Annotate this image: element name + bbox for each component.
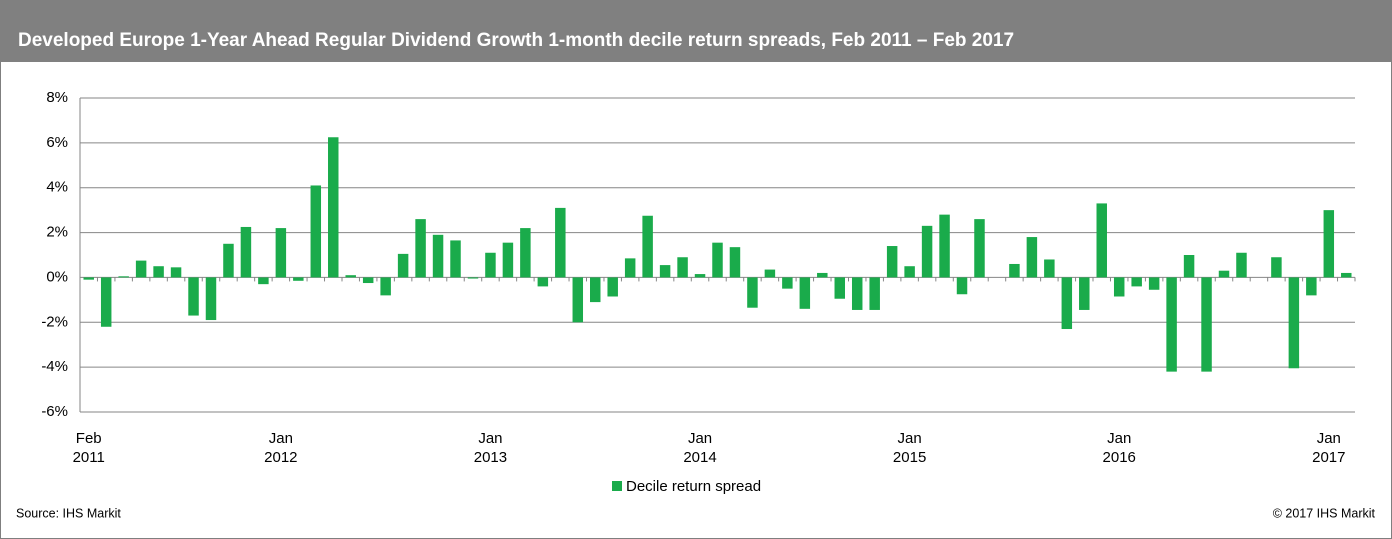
- bar: [1183, 255, 1195, 278]
- bar: [904, 266, 915, 278]
- bar: [1061, 277, 1073, 330]
- bar: [974, 219, 985, 278]
- bar: [1148, 277, 1160, 290]
- bar: [223, 243, 234, 278]
- legend-swatch: [612, 481, 622, 491]
- x-tick-label: Jan 2015: [893, 430, 926, 466]
- bar: [135, 260, 147, 278]
- bar: [100, 277, 112, 327]
- bar: [939, 214, 950, 278]
- bar: [782, 277, 793, 289]
- bar: [694, 274, 706, 278]
- bar: [1044, 259, 1055, 278]
- bar: [170, 267, 182, 278]
- y-tick-label: 0%: [46, 268, 68, 285]
- bar: [590, 277, 601, 303]
- bar: [677, 257, 688, 278]
- bar: [415, 219, 426, 278]
- bar: [1096, 203, 1107, 278]
- bar: [1271, 257, 1282, 278]
- bar: [310, 185, 322, 278]
- bar: [1113, 277, 1125, 297]
- bar: [502, 242, 514, 278]
- bar: [869, 277, 880, 310]
- bar: [1201, 277, 1212, 372]
- bar: [1306, 277, 1317, 296]
- x-tick-label: Jan 2016: [1103, 430, 1136, 466]
- bar: [467, 277, 479, 279]
- bar: [1166, 277, 1177, 372]
- bar: [712, 242, 723, 278]
- bar: [1323, 210, 1335, 278]
- bar: [275, 228, 287, 278]
- bar: [520, 228, 531, 278]
- x-tick-label: Feb 2011: [73, 430, 105, 466]
- bar: [817, 272, 828, 278]
- bar: [956, 277, 968, 295]
- bar: [380, 277, 391, 296]
- x-tick-label: Jan 2014: [683, 430, 716, 466]
- y-tick-label: -4%: [41, 358, 68, 375]
- bar: [153, 266, 164, 278]
- bar: [1026, 237, 1038, 278]
- bar: [293, 277, 304, 281]
- bar: [258, 277, 269, 285]
- bar: [1341, 272, 1352, 278]
- bar: [834, 277, 845, 299]
- x-tick-label: Jan 2013: [474, 430, 507, 466]
- bar: [83, 277, 94, 280]
- bar: [572, 277, 584, 323]
- bar: [851, 277, 863, 310]
- header: [0, 0, 1392, 62]
- x-tick-label: Jan 2017: [1312, 430, 1345, 466]
- x-tick-label: Jan 2012: [264, 430, 297, 466]
- bar: [607, 277, 618, 297]
- bar: [764, 269, 776, 278]
- legend-label: Decile return spread: [626, 478, 761, 495]
- bar: [188, 277, 199, 316]
- bar: [555, 207, 566, 278]
- bar: [345, 275, 356, 278]
- bar: [450, 240, 461, 278]
- y-tick-label: 2%: [46, 224, 68, 241]
- bar: [240, 226, 252, 278]
- bar: [1218, 270, 1230, 278]
- bar: [747, 277, 758, 308]
- bar: [1288, 277, 1300, 369]
- bar: [799, 277, 811, 309]
- y-tick-label: 6%: [46, 134, 68, 151]
- bar: [328, 137, 339, 278]
- bar: [118, 276, 129, 278]
- bar: [432, 234, 444, 278]
- y-tick-label: 4%: [46, 179, 68, 196]
- bar: [397, 253, 409, 278]
- y-tick-label: -2%: [41, 313, 68, 330]
- chart-title: Developed Europe 1-Year Ahead Regular Di…: [18, 30, 1014, 51]
- bar: [537, 277, 549, 287]
- bar: [886, 246, 898, 278]
- bar: [624, 258, 636, 278]
- bar: [642, 215, 653, 278]
- bar: [921, 225, 933, 278]
- y-tick-label: 8%: [46, 89, 68, 106]
- copyright: © 2017 IHS Markit: [1273, 506, 1376, 520]
- bar: [362, 277, 374, 284]
- bar: [485, 252, 496, 278]
- bar: [205, 277, 217, 321]
- bar: [659, 265, 671, 278]
- bar: [1131, 277, 1142, 287]
- bar: [1079, 277, 1090, 310]
- source: Source: IHS Markit: [16, 506, 121, 520]
- bar: [729, 247, 741, 278]
- bar: [1009, 263, 1020, 278]
- bar: [1236, 252, 1247, 278]
- y-tick-label: -6%: [41, 403, 68, 420]
